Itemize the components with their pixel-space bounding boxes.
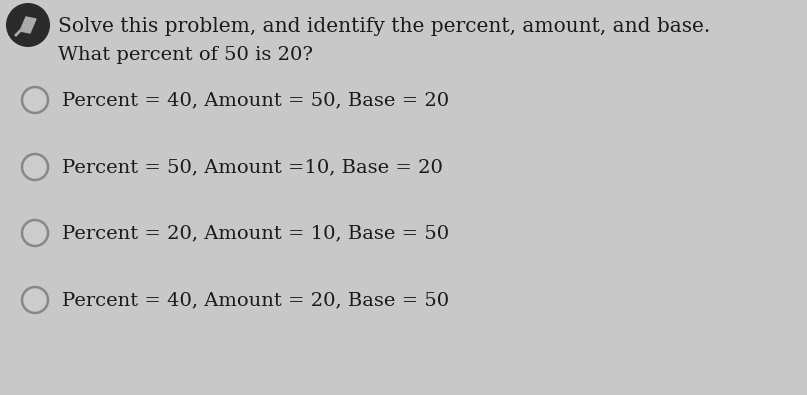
Text: Percent = 40, Amount = 20, Base = 50: Percent = 40, Amount = 20, Base = 50 <box>62 291 449 309</box>
Text: Percent = 50, Amount =10, Base = 20: Percent = 50, Amount =10, Base = 20 <box>62 158 443 176</box>
Polygon shape <box>20 17 36 33</box>
Text: Percent = 40, Amount = 50, Base = 20: Percent = 40, Amount = 50, Base = 20 <box>62 91 449 109</box>
Text: Percent = 20, Amount = 10, Base = 50: Percent = 20, Amount = 10, Base = 50 <box>62 224 449 242</box>
Text: What percent of 50 is 20?: What percent of 50 is 20? <box>58 46 313 64</box>
Circle shape <box>22 287 48 313</box>
Text: Solve this problem, and identify the percent, amount, and base.: Solve this problem, and identify the per… <box>58 17 710 36</box>
Circle shape <box>22 154 48 180</box>
Circle shape <box>22 220 48 246</box>
Circle shape <box>6 3 50 47</box>
Circle shape <box>22 87 48 113</box>
